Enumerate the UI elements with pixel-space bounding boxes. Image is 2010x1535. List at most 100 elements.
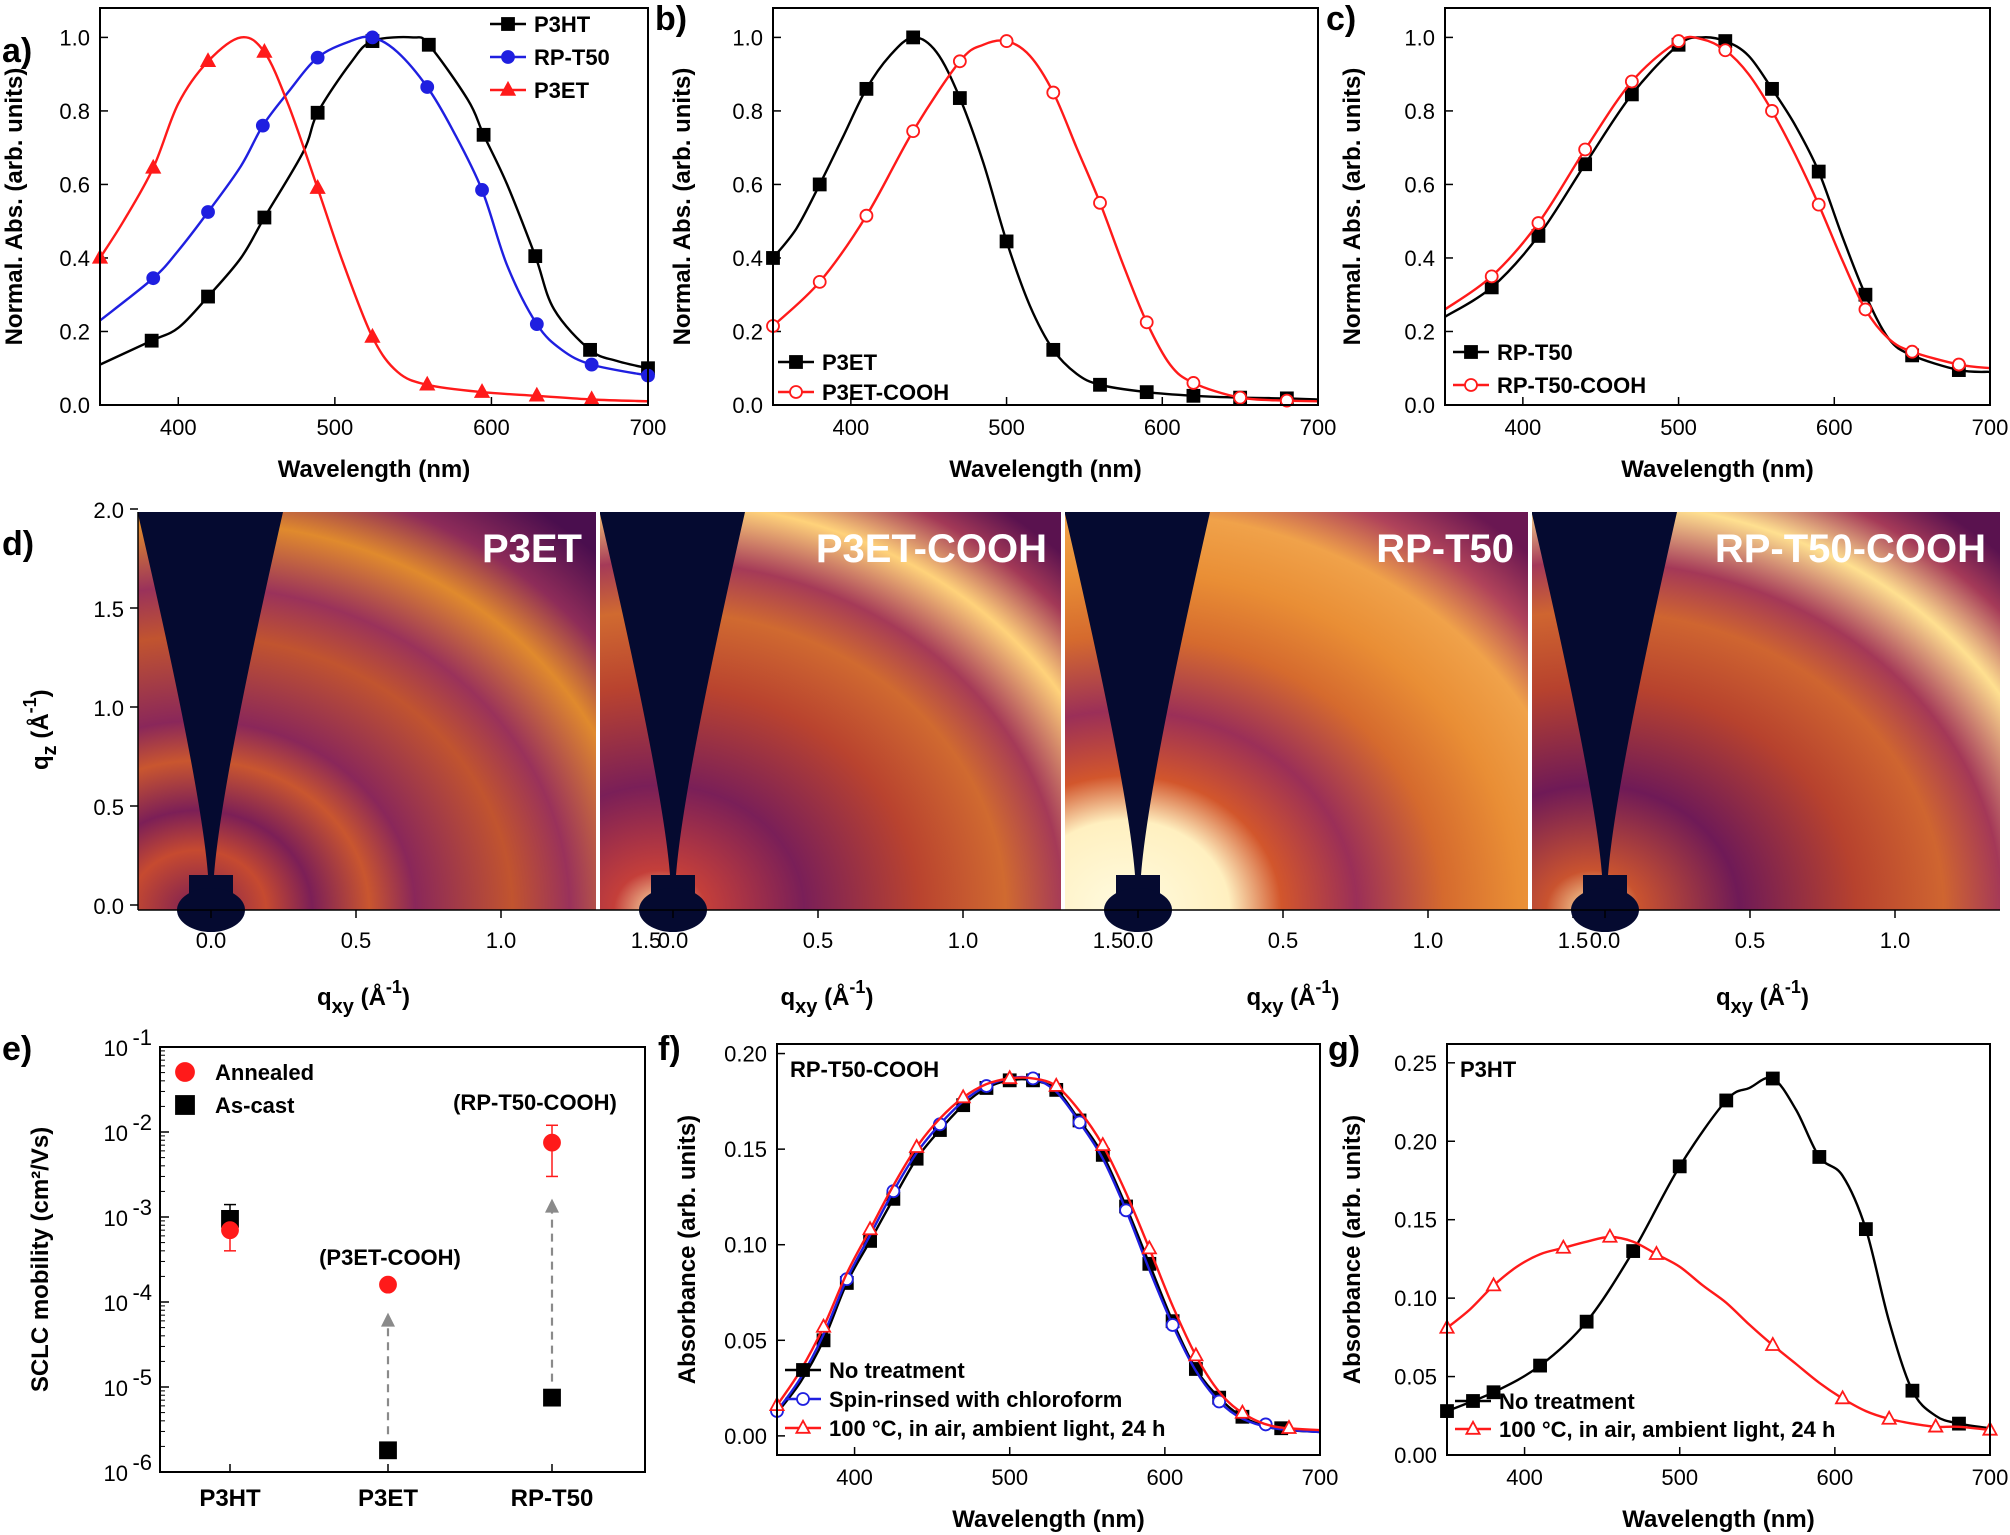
data-point	[199, 52, 217, 68]
legend-marker	[1464, 378, 1478, 392]
legend-marker	[175, 1095, 195, 1115]
data-point	[1186, 388, 1201, 403]
data-point	[1624, 74, 1639, 89]
data-point	[1093, 195, 1107, 210]
x-tick-label: 1.5	[1558, 928, 1589, 953]
legend-label: Annealed	[215, 1060, 314, 1085]
data-point	[952, 54, 967, 69]
data-point	[473, 383, 491, 398]
x-tick-label: 0.5	[803, 928, 834, 953]
data-point	[1905, 344, 1920, 359]
y-tick-label: 1.0	[732, 25, 763, 50]
panel-label-a: a)	[2, 32, 32, 70]
x-axis-label: Wavelength (nm)	[1621, 456, 1813, 483]
data-point	[1533, 1358, 1547, 1373]
plot-frame	[772, 7, 1319, 406]
data-point	[812, 177, 827, 192]
data-point	[420, 80, 435, 94]
chart-a-normalized-absorbance: 400 500 600 700 0.0 0.2 0.4 0.6 0.8 1.0 P3HT RP-T50…	[1, 7, 666, 483]
data-point	[908, 1138, 925, 1153]
data-point	[1858, 287, 1873, 302]
data-point	[1531, 216, 1546, 230]
data-point-as-cast	[543, 1388, 561, 1407]
data-point	[144, 333, 159, 348]
y-tick-label: 1.0	[93, 696, 124, 721]
data-point	[201, 205, 215, 219]
x-tick-label: 500	[988, 415, 1025, 440]
data-point	[1046, 342, 1061, 357]
data-point	[952, 91, 967, 105]
annotation-rp-t50-cooh: (RP-T50-COOH)	[453, 1090, 617, 1115]
x-axis-label: qxy (Å-1)	[1247, 977, 1340, 1018]
x-tick-label: 600	[1144, 415, 1181, 440]
plot-frame	[99, 7, 649, 406]
annotation-p3et-cooh: (P3ET-COOH)	[319, 1245, 461, 1270]
series-p3et	[766, 30, 1319, 406]
chart-g-absorbance: 400 500 600 700 0.00 0.05 0.10 0.15 0.20 0.25 No t…	[1339, 1043, 2008, 1533]
data-point	[1234, 1403, 1251, 1419]
giwaxs-image-p3et-cooh: P3ET-COOH 0.0 0.5 1.0 1.5 qxy (Å-1)	[600, 512, 1123, 1018]
y-tick-label-base: 10	[104, 1206, 128, 1231]
x-tick-label: 500	[1661, 1465, 1698, 1490]
y-tick-label: 0.0	[93, 894, 124, 919]
legend-marker	[1464, 1419, 1482, 1435]
legend-label: RP-T50	[534, 45, 610, 70]
legend-label: P3ET-COOH	[822, 380, 949, 405]
data-point	[1485, 1276, 1502, 1292]
y-tick-label: 0.05	[724, 1328, 767, 1353]
data-point	[309, 179, 326, 194]
data-point	[1601, 1227, 1619, 1243]
y-tick-label: 0.5	[93, 795, 124, 820]
y-axis-label: Absorbance (arb. units)	[1339, 1115, 1366, 1384]
y-tick-label: 0.8	[59, 99, 90, 124]
data-point-annealed	[221, 1221, 239, 1240]
legend-marker	[501, 17, 515, 31]
x-tick-label: 0.5	[1268, 928, 1299, 953]
giwaxs-image-label: P3ET-COOH	[816, 527, 1047, 571]
data-point	[1858, 1222, 1873, 1237]
y-tick-label-base: 10	[104, 1376, 128, 1401]
series-p3ht	[99, 34, 655, 376]
data-point	[1927, 1417, 1944, 1433]
data-point	[1812, 1150, 1827, 1164]
y-tick-label: 0.6	[59, 172, 90, 197]
legend-label: 100 °C, in air, ambient light, 24 h	[1499, 1417, 1835, 1442]
giwaxs-image-label: RP-T50	[1376, 527, 1514, 571]
data-point	[1951, 357, 1966, 372]
data-point	[1765, 1071, 1780, 1086]
data-point	[1719, 1093, 1734, 1108]
data-point	[1186, 376, 1201, 390]
data-point	[1094, 1136, 1111, 1152]
data-point	[1001, 1069, 1018, 1085]
y-tick-label: 0.10	[724, 1233, 767, 1258]
data-point	[1811, 164, 1826, 179]
y-tick-label-base: 10	[104, 1461, 128, 1486]
y-tick-label: 0.25	[1394, 1051, 1437, 1076]
y-tick-label: 0.0	[1404, 393, 1435, 418]
series-rp-t50-cooh	[1444, 34, 1991, 372]
y-tick-label: 0.8	[732, 99, 763, 124]
panel-label-e: e)	[2, 1030, 32, 1068]
data-point	[1165, 1318, 1180, 1332]
y-tick-label-exp: -1	[132, 1025, 152, 1050]
y-tick-label: 0.00	[1394, 1443, 1437, 1468]
y-tick-label: 0.15	[1394, 1208, 1437, 1233]
data-point	[861, 1220, 879, 1236]
panel-label-b: b)	[655, 0, 687, 38]
x-tick-label: 700	[1972, 415, 2009, 440]
data-point	[145, 158, 162, 174]
y-tick-label: 0.00	[724, 1424, 767, 1449]
data-point	[310, 105, 325, 120]
x-tick-label: 400	[160, 415, 197, 440]
legend-label: P3ET	[534, 78, 590, 103]
data-point	[955, 1088, 972, 1104]
y-tick-label: 0.4	[1404, 246, 1435, 271]
y-tick-label: 0.4	[732, 246, 763, 271]
y-tick-label-base: 10	[104, 1036, 128, 1061]
y-tick-label: 0.2	[59, 319, 90, 344]
y-tick-label: 0.20	[1394, 1129, 1437, 1154]
legend-label: As-cast	[215, 1093, 295, 1118]
chart-f-absorbance: 400 500 600 700 0.00 0.05 0.10 0.15 0.20 No treat…	[674, 1042, 1338, 1533]
x-tick-label: 0.0	[196, 928, 227, 953]
legend-label: P3HT	[534, 12, 591, 37]
